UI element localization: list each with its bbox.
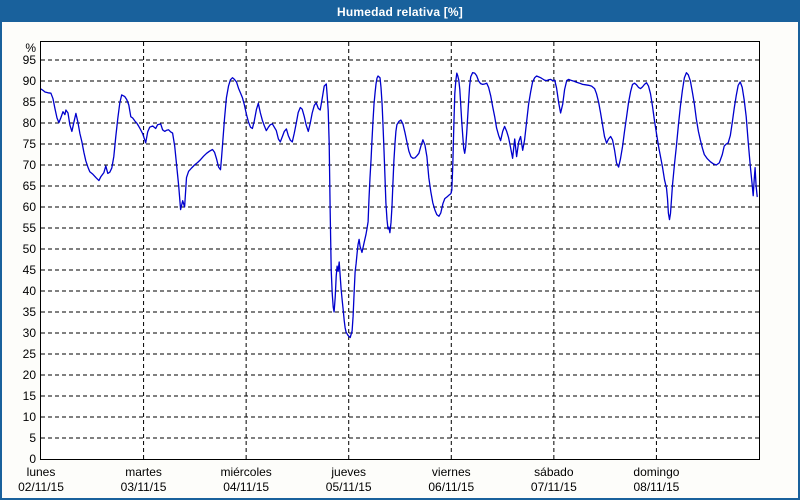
day-name-label: viernes	[431, 465, 471, 479]
y-tick-label-10: 10	[22, 410, 36, 424]
humidity-line-chart	[41, 42, 759, 459]
x-tick-label-day-3: miércoles 04/11/15	[220, 465, 271, 495]
day-name-label: sábado	[534, 465, 574, 479]
y-tick-label-25: 25	[22, 347, 36, 361]
x-tick-label-day-6: sábado 07/11/15	[531, 465, 577, 495]
day-date-label: 06/11/15	[428, 480, 475, 494]
x-tick-label-day-4: jueves 05/11/15	[326, 465, 372, 495]
y-tick-label-80: 80	[22, 116, 36, 131]
window-title-bar: Humedad relativa [%]	[2, 2, 798, 22]
x-tick-label-day-5: viernes 06/11/15	[428, 465, 474, 495]
day-name-label: domingo	[633, 465, 680, 479]
y-axis-unit-label: %	[25, 41, 36, 55]
y-tick-label-55: 55	[22, 221, 36, 236]
y-tick-label-90: 90	[22, 74, 36, 89]
day-date-label: 02/11/15	[18, 480, 64, 494]
y-tick-label-0: 0	[29, 452, 36, 466]
y-tick-label-65: 65	[22, 179, 36, 194]
y-tick-label-30: 30	[22, 326, 36, 341]
y-tick-label-75: 75	[22, 137, 36, 152]
y-tick-label-95: 95	[22, 53, 36, 68]
day-date-label: 04/11/15	[223, 480, 270, 494]
day-date-label: 07/11/15	[530, 480, 577, 494]
day-name-label: martes	[125, 465, 162, 479]
day-name-label: miércoles	[220, 465, 272, 479]
chart-title: Humedad relativa [%]	[336, 5, 464, 19]
day-date-label: 03/11/15	[120, 480, 167, 494]
y-tick-label-85: 85	[22, 95, 36, 110]
y-tick-label-70: 70	[22, 158, 36, 173]
day-name-label: lunes	[26, 465, 56, 479]
day-date-label: 05/11/15	[325, 480, 372, 494]
y-tick-label-35: 35	[22, 305, 36, 320]
y-tick-label-50: 50	[22, 242, 36, 257]
day-name-label: jueves	[331, 465, 367, 479]
y-tick-label-40: 40	[22, 284, 36, 299]
y-tick-label-60: 60	[22, 200, 36, 215]
y-tick-label-5: 5	[29, 431, 36, 445]
plot-area	[40, 41, 760, 460]
x-tick-label-day-2: martes 03/11/15	[121, 465, 167, 495]
humidity-series-line	[41, 72, 758, 339]
x-tick-label-day-1: lunes 02/11/15	[18, 465, 64, 495]
y-tick-label-20: 20	[22, 368, 36, 382]
y-tick-label-45: 45	[22, 263, 36, 278]
x-tick-label-day-7: domingo 08/11/15	[633, 465, 679, 495]
y-tick-label-15: 15	[22, 389, 36, 403]
day-date-label: 08/11/15	[633, 480, 680, 494]
